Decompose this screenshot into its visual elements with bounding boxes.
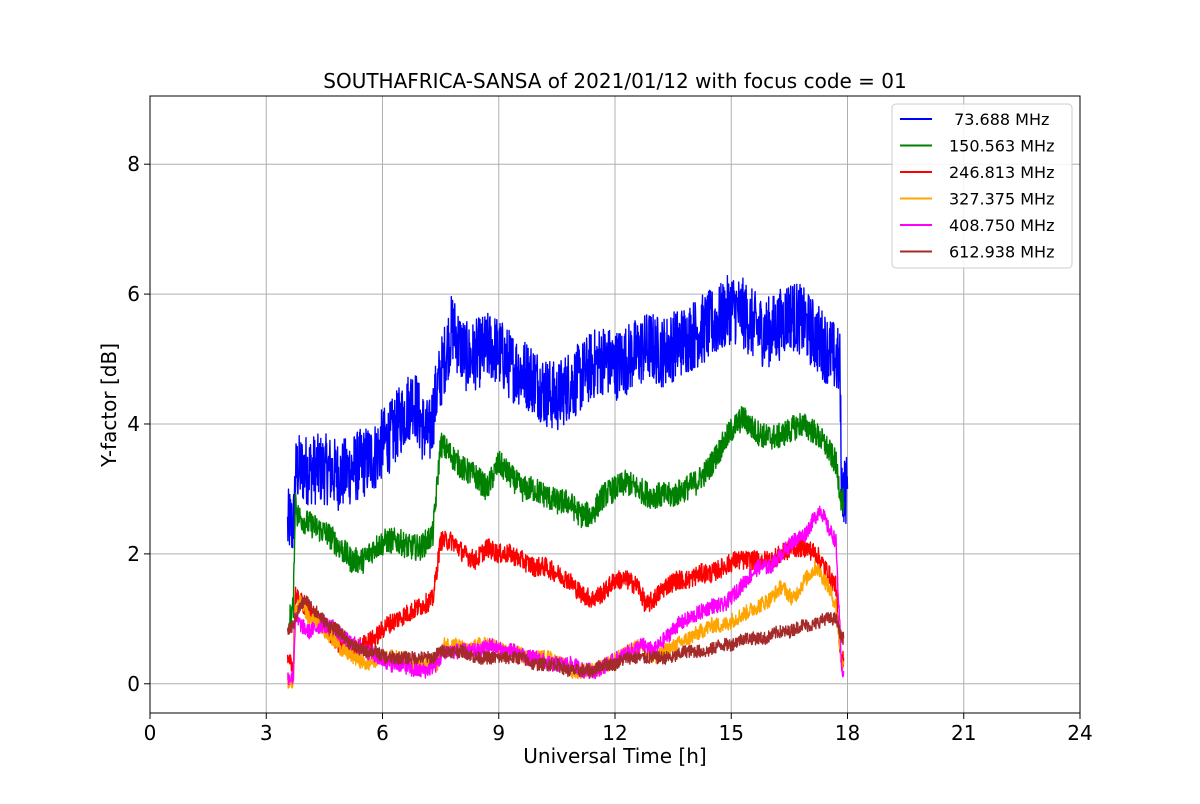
series-line-2 [286,530,845,675]
y-tick-label: 8 [127,152,140,176]
legend-entry-label: 73.688 MHz [949,110,1049,129]
x-tick-label: 6 [376,721,389,745]
legend: 73.688 MHz 150.563 MHz 246.813 MHz 327.375 … [891,103,1073,269]
legend-entry-label: 612.938 MHz [949,243,1054,262]
legend-entry-label: 408.750 MHz [949,216,1054,235]
series-line-0 [286,275,849,549]
x-axis-label: Universal Time [h] [523,744,706,768]
x-axis-ticks: 0 3 6 9 12 15 18 21 24 [144,713,1093,745]
legend-entry-label: 150.563 MHz [949,137,1054,156]
x-tick-label: 12 [602,721,627,745]
chart-title: SOUTHAFRICA-SANSA of 2021/01/12 with foc… [323,69,907,93]
y-tick-label: 6 [127,282,140,306]
legend-entry-label: 327.375 MHz [949,190,1054,209]
y-tick-label: 0 [127,672,140,696]
x-tick-label: 24 [1067,721,1092,745]
legend-entry-label: 246.813 MHz [949,163,1054,182]
x-tick-label: 18 [835,721,860,745]
x-tick-label: 15 [719,721,744,745]
series-line-5 [286,594,845,678]
x-tick-label: 0 [144,721,157,745]
y-axis-ticks: 0 2 4 6 8 [127,152,150,696]
x-tick-label: 21 [951,721,976,745]
y-tick-label: 2 [127,542,140,566]
plot-area [286,275,849,689]
y-tick-label: 4 [127,412,140,436]
legend-box [891,103,1073,269]
y-axis-label: Y-factor [dB] [97,343,121,468]
series-line-1 [288,406,845,631]
x-tick-label: 9 [492,721,505,745]
x-tick-label: 3 [260,721,273,745]
